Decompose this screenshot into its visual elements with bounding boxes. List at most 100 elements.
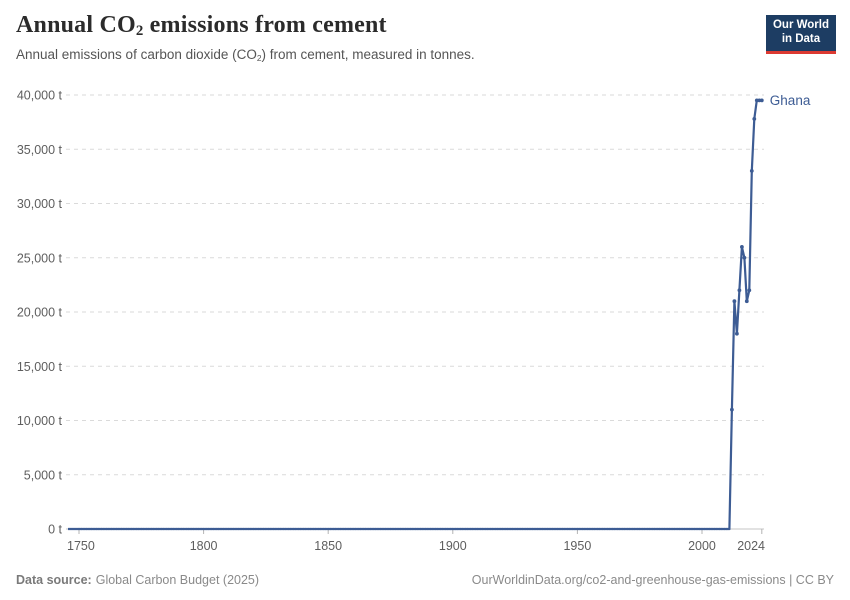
data-point-marker — [182, 527, 185, 531]
data-point-marker — [464, 527, 467, 531]
data-point-marker — [586, 527, 589, 531]
data-point-marker — [391, 527, 395, 531]
data-point-marker — [356, 527, 360, 531]
data-point-marker — [361, 527, 365, 531]
data-point-marker — [334, 527, 337, 531]
data-point-marker — [705, 527, 709, 531]
data-point-marker — [192, 527, 195, 531]
data-point-marker — [297, 527, 300, 531]
owid-logo[interactable]: Our World in Data — [765, 15, 836, 54]
chart-subtitle: Annual emissions of carbon dioxide (CO2)… — [16, 47, 475, 62]
data-point-marker — [680, 527, 684, 531]
data-point-marker — [416, 527, 420, 531]
data-point-marker — [401, 527, 405, 531]
data-point-marker — [506, 527, 509, 531]
data-point-marker — [209, 527, 213, 531]
data-point-marker — [441, 527, 444, 531]
data-point-marker — [466, 527, 469, 531]
data-point-marker — [127, 527, 130, 531]
data-point-marker — [660, 527, 664, 531]
data-point-marker — [254, 527, 258, 531]
y-tick-label: 5,000 t — [24, 468, 63, 482]
data-point-marker — [237, 527, 240, 531]
data-point-marker — [613, 527, 616, 531]
data-point-marker — [658, 527, 661, 531]
chart-plot[interactable]: 0 t 5,000 t 10,000 t 15,000 t 20,000 t 25,000… — [0, 78, 850, 560]
data-point-marker — [222, 527, 225, 531]
data-point-marker — [759, 98, 764, 103]
data-point-marker — [628, 527, 631, 531]
data-point-marker — [299, 527, 302, 531]
data-point-marker — [227, 527, 230, 531]
data-point-marker — [212, 527, 215, 531]
data-point-marker — [551, 527, 554, 531]
data-point-marker — [596, 527, 599, 531]
data-point-marker — [125, 527, 128, 531]
data-point-marker — [578, 527, 582, 531]
series-label-ghana[interactable]: Ghana — [770, 93, 811, 108]
data-point-marker — [601, 527, 604, 531]
data-point-marker — [531, 527, 534, 531]
data-point-marker — [85, 527, 88, 531]
data-point-marker — [122, 527, 126, 531]
data-point-marker — [259, 527, 263, 531]
y-tick-label: 0 t — [48, 523, 62, 537]
data-point-marker — [496, 527, 499, 531]
data-point-marker — [112, 527, 116, 531]
data-point-marker — [695, 527, 699, 531]
data-point-marker — [616, 527, 619, 531]
data-point-marker — [491, 527, 494, 531]
chart-title: Annual CO2 emissions from cement — [16, 12, 387, 39]
data-point-marker — [322, 527, 325, 531]
data-point-marker — [142, 527, 145, 531]
data-point-marker — [341, 527, 345, 531]
data-point-marker — [568, 527, 572, 531]
data-point-marker — [337, 527, 340, 531]
data-point-marker — [508, 527, 512, 531]
x-tick-label: 1800 — [190, 539, 218, 553]
data-point-marker — [484, 527, 487, 531]
data-point-marker — [456, 527, 459, 531]
data-point-marker — [732, 299, 737, 304]
data-point-marker — [728, 527, 731, 531]
data-point-marker — [309, 527, 312, 531]
data-point-marker — [229, 527, 233, 531]
data-point-marker — [177, 527, 180, 531]
data-point-marker — [461, 527, 464, 531]
data-point-marker — [302, 527, 305, 531]
data-point-marker — [655, 527, 659, 531]
data-point-marker — [541, 527, 544, 531]
data-point-marker — [521, 527, 524, 531]
data-point-marker — [678, 527, 681, 531]
data-point-marker — [224, 527, 228, 531]
data-point-marker — [197, 527, 200, 531]
data-point-marker — [147, 527, 150, 531]
data-point-marker — [294, 527, 297, 531]
data-point-marker — [262, 527, 265, 531]
data-point-marker — [389, 527, 392, 531]
data-point-marker — [523, 527, 527, 531]
data-point-marker — [117, 527, 121, 531]
data-point-marker — [536, 527, 539, 531]
footer-link[interactable]: OurWorldinData.org/co2-and-greenhouse-ga… — [471, 573, 834, 587]
data-point-marker — [155, 527, 158, 531]
data-point-marker — [120, 527, 123, 531]
data-point-marker — [546, 527, 549, 531]
data-point-marker — [606, 527, 609, 531]
data-point-marker — [516, 527, 519, 531]
data-point-marker — [718, 527, 721, 531]
data-point-marker — [583, 527, 587, 531]
data-point-marker — [419, 527, 422, 531]
data-point-marker — [314, 527, 317, 531]
data-point-marker — [633, 527, 636, 531]
data-point-marker — [269, 527, 273, 531]
data-point-marker — [621, 527, 624, 531]
data-point-marker — [379, 527, 382, 531]
data-point-marker — [436, 527, 439, 531]
data-point-marker — [152, 527, 155, 531]
data-point-marker — [376, 527, 380, 531]
data-point-marker — [289, 527, 292, 531]
data-point-marker — [571, 527, 574, 531]
data-line — [68, 99, 762, 531]
y-tick-label: 35,000 t — [17, 143, 63, 157]
